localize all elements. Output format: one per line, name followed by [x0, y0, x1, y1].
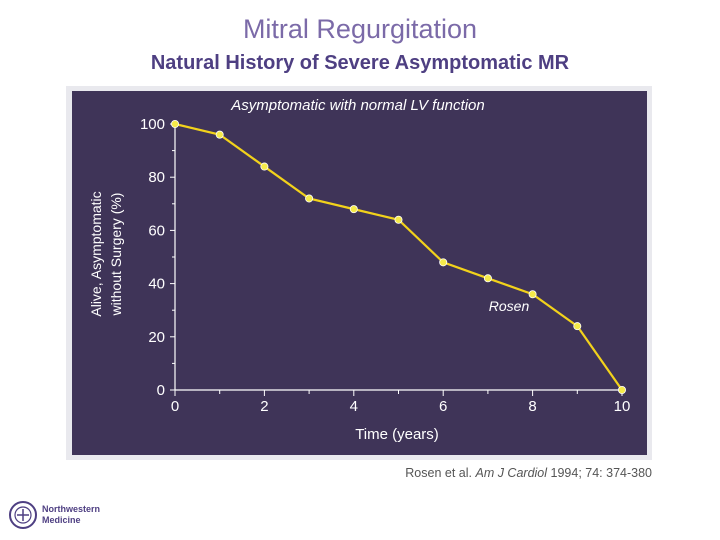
logo-text: Northwestern Medicine — [42, 504, 100, 526]
data-point — [305, 194, 314, 203]
y-tick-label: 20 — [148, 329, 165, 346]
y-tick-label: 100 — [140, 116, 165, 133]
x-tick-label: 6 — [439, 398, 447, 415]
x-axis-label: Time (years) — [355, 426, 439, 443]
data-point — [573, 322, 582, 331]
citation-authors: Rosen et al. — [405, 466, 472, 480]
northwestern-medicine-logo: Northwestern Medicine — [8, 500, 118, 536]
data-point — [483, 274, 492, 283]
citation-details: 1994; 74: 374-380 — [550, 466, 652, 480]
seal-icon — [9, 501, 37, 529]
x-tick-label: 2 — [260, 398, 268, 415]
x-tick-label: 10 — [614, 398, 631, 415]
citation-journal: Am J Cardiol — [475, 466, 548, 480]
chart-background — [72, 91, 647, 455]
y-tick-label: 80 — [148, 169, 165, 186]
data-series — [170, 120, 627, 394]
logo-line2: Medicine — [42, 515, 81, 525]
x-tick-label: 0 — [171, 398, 179, 415]
y-tick-label: 60 — [148, 222, 165, 239]
y-axis-label-line2: without Surgery (%) — [108, 193, 124, 317]
y-tick-label: 0 — [157, 382, 165, 399]
citation: Rosen et al. Am J Cardiol 1994; 74: 374-… — [405, 466, 652, 480]
series-line — [174, 122, 623, 391]
data-point — [618, 385, 627, 394]
data-point — [439, 258, 448, 267]
slide-subtitle: Natural History of Severe Asymptomatic M… — [150, 52, 570, 74]
annotation-rosen: Rosen — [489, 298, 530, 314]
chart-title: Asymptomatic with normal LV function — [230, 97, 484, 114]
data-point — [394, 215, 403, 224]
x-tick-label: 4 — [350, 398, 358, 415]
logo-line1: Northwestern — [42, 504, 101, 514]
data-point — [215, 130, 224, 139]
x-tick-label: 8 — [528, 398, 536, 415]
axes: 0 20 40 60 80 100 0 2 4 6 8 10 — [140, 116, 630, 415]
slide-title: Mitral Regurgitation — [242, 14, 478, 44]
data-point — [528, 290, 537, 299]
data-point — [260, 162, 269, 171]
y-tick-label: 40 — [148, 276, 165, 293]
data-point — [349, 205, 358, 214]
y-axis-label-line1: Alive, Asymptomatic — [88, 191, 104, 316]
data-point — [170, 120, 179, 129]
